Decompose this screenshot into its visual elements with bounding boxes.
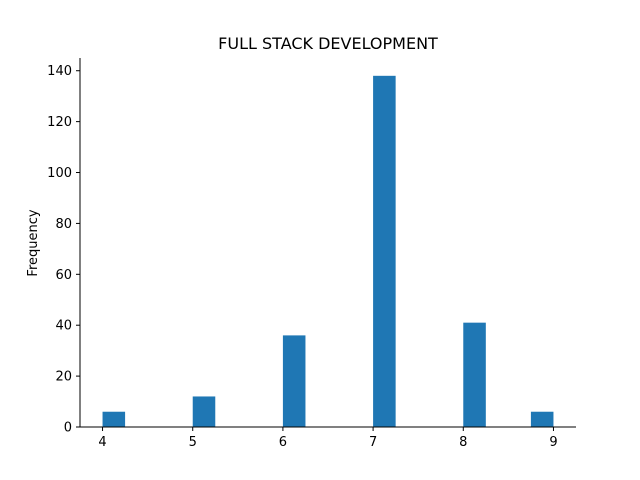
x-tick-label: 9 [549,435,557,450]
y-axis-label: Frequency [26,209,41,276]
y-tick-label: 60 [55,268,72,283]
y-tick-label: 120 [47,115,72,130]
y-tick-label: 20 [55,370,72,385]
histogram-bar-3 [373,75,396,428]
x-tick-label: 5 [189,435,197,450]
x-tick-label: 7 [369,435,377,450]
bars-group [102,75,554,428]
y-tick-label: 140 [47,64,72,79]
histogram-bar-4 [463,322,486,427]
histogram-bar-1 [192,396,216,427]
chart-title: FULL STACK DEVELOPMENT [218,34,438,53]
x-tick-label: 8 [459,435,467,450]
x-tick-label: 6 [279,435,287,450]
y-tick-label: 0 [64,421,72,436]
histogram-bar-2 [282,335,306,427]
y-tick-label: 100 [47,166,72,181]
histogram-bar-5 [530,411,554,427]
y-tick-label: 40 [55,319,72,334]
y-tick-label: 80 [55,217,72,232]
x-axis: 4 5 6 7 8 9 [80,426,576,450]
histogram-bar-0 [102,411,126,427]
y-axis: 0 20 40 60 80 100 120 140 [47,58,81,436]
x-tick-label: 4 [98,435,106,450]
